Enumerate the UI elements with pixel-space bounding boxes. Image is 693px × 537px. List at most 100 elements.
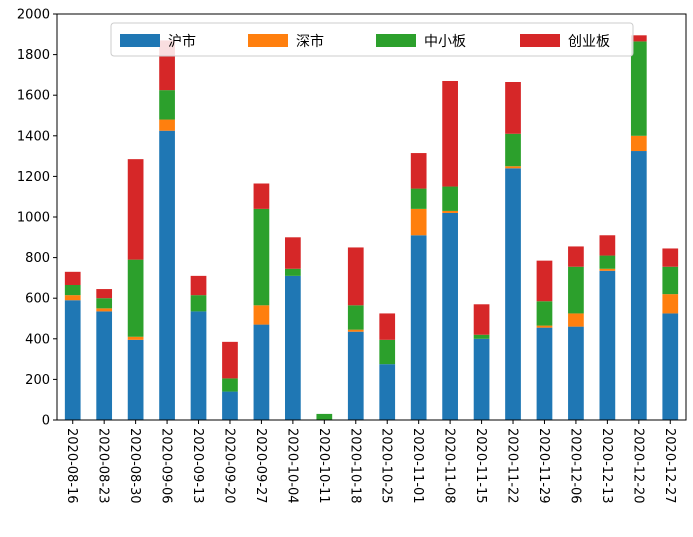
bar-2020-12-13-series-2	[599, 255, 616, 269]
bar-2020-09-06-series-1	[159, 119, 175, 131]
bar-2020-12-06-series-0	[568, 326, 584, 420]
legend: 沪市 深市 中小板 创业板	[110, 22, 634, 57]
bar-2020-12-06-series-3	[568, 246, 584, 267]
bar-2020-10-04-series-3	[285, 237, 301, 269]
bar-2020-11-29-series-1	[536, 325, 553, 328]
x-tick-label: 2020-09-13	[190, 428, 205, 504]
bar-2020-11-08-series-1	[442, 210, 458, 213]
legend-swatch-series-3	[520, 34, 560, 47]
bar-2020-11-29-series-3	[536, 260, 553, 302]
bars-group	[64, 35, 679, 420]
legend-label-series-1: 深市	[296, 33, 324, 50]
bar-2020-08-23-series-3	[96, 289, 113, 299]
bar-2020-10-18-series-3	[347, 247, 364, 306]
bar-2020-09-27-series-2	[253, 208, 270, 306]
bar-2020-12-13-series-3	[599, 235, 616, 256]
bar-2020-08-30-series-2	[127, 259, 144, 337]
bar-2020-11-15-series-2	[473, 334, 490, 339]
bar-2020-10-18-series-1	[347, 329, 364, 332]
bar-2020-09-27-series-3	[253, 183, 270, 209]
x-tick-label: 2020-10-04	[284, 428, 299, 504]
bar-2020-11-29-series-2	[536, 301, 553, 326]
bar-2020-10-25-series-3	[379, 313, 396, 340]
y-tick-label: 1800	[17, 48, 50, 63]
bar-2020-08-30-series-3	[127, 159, 144, 260]
bar-2020-11-29-series-0	[536, 327, 553, 420]
bar-2020-08-16-series-0	[64, 300, 81, 420]
x-tick-label: 2020-11-01	[410, 428, 425, 504]
bar-2020-12-13-series-0	[599, 270, 616, 420]
bar-2020-09-13-series-2	[190, 295, 207, 312]
bar-2020-12-27-series-2	[662, 266, 679, 295]
bar-2020-10-25-series-0	[379, 364, 396, 420]
bar-2020-11-22-series-2	[505, 133, 521, 167]
bar-2020-11-01-series-1	[410, 208, 427, 236]
bar-2020-11-08-series-3	[442, 80, 458, 187]
y-tick-label: 800	[25, 251, 50, 266]
bar-2020-08-30-series-1	[127, 336, 144, 340]
y-tick-label: 1400	[17, 129, 50, 144]
y-tick-label: 1000	[17, 211, 50, 226]
y-tick-label: 0	[42, 414, 50, 429]
y-tick-label: 400	[25, 332, 50, 347]
bar-2020-10-25-series-2	[379, 339, 396, 365]
bar-2020-12-06-series-2	[568, 266, 584, 314]
bar-2020-09-06-series-0	[159, 130, 175, 420]
y-tick-label: 2000	[17, 8, 50, 23]
x-tick-label: 2020-10-11	[316, 428, 331, 504]
x-tick-label: 2020-12-13	[599, 428, 614, 504]
x-tick-label: 2020-09-06	[159, 428, 174, 504]
bar-2020-12-20-series-0	[630, 151, 647, 420]
y-axis: 0 200 400 600 800 1000 1200 1400 1600 1800 2000	[17, 8, 57, 429]
bar-2020-09-27-series-1	[253, 305, 270, 325]
x-tick-label: 2020-10-25	[379, 428, 394, 504]
bar-2020-09-27-series-0	[253, 324, 270, 420]
x-tick-label: 2020-09-20	[221, 428, 236, 504]
x-tick-label: 2020-12-27	[662, 428, 677, 504]
bar-2020-10-18-series-0	[347, 331, 364, 420]
bar-2020-11-22-series-3	[505, 82, 521, 134]
bar-2020-10-18-series-2	[347, 305, 364, 330]
plot-frame	[56, 13, 687, 421]
x-tick-label: 2020-11-29	[536, 428, 551, 504]
bar-2020-12-06-series-1	[568, 313, 584, 327]
bar-2020-12-20-series-1	[630, 135, 647, 152]
x-tick-label: 2020-12-06	[567, 428, 582, 504]
legend-label-series-3: 创业板	[568, 34, 610, 50]
bar-2020-08-16-series-1	[64, 295, 81, 301]
bar-2020-09-20-series-3	[222, 341, 238, 379]
x-axis: 2020-08-16 2020-08-23 2020-08-30 2020-09-06…	[64, 420, 677, 504]
bar-2020-12-20-series-3	[630, 35, 647, 42]
bar-2020-10-04-series-2	[285, 268, 301, 276]
bar-2020-11-22-series-0	[505, 168, 521, 420]
bar-2020-11-08-series-0	[442, 212, 458, 420]
bar-2020-08-23-series-1	[96, 308, 113, 312]
x-tick-label: 2020-09-27	[253, 428, 268, 504]
legend-box	[110, 22, 634, 57]
y-tick-label: 200	[25, 373, 50, 388]
x-tick-label: 2020-11-22	[505, 428, 520, 504]
x-tick-label: 2020-08-16	[64, 428, 79, 504]
bar-2020-08-23-series-0	[96, 311, 113, 420]
bar-2020-10-11-series-2	[316, 413, 333, 420]
x-tick-label: 2020-10-18	[347, 428, 362, 504]
bar-2020-11-01-series-0	[410, 235, 427, 420]
y-tick-label: 1200	[17, 170, 50, 185]
bar-2020-12-27-series-0	[662, 313, 679, 420]
bar-2020-09-20-series-2	[222, 378, 238, 392]
bar-2020-09-20-series-0	[222, 391, 238, 420]
y-tick-label: 600	[25, 292, 50, 307]
bar-2020-12-27-series-3	[662, 248, 679, 267]
bar-2020-12-13-series-1	[599, 268, 616, 271]
bar-2020-08-16-series-2	[64, 285, 81, 296]
bar-2020-08-30-series-0	[127, 339, 144, 420]
legend-swatch-series-0	[120, 34, 160, 47]
bar-2020-11-15-series-3	[473, 304, 490, 335]
bar-2020-11-15-series-0	[473, 338, 490, 420]
legend-swatch-series-1	[248, 34, 288, 47]
legend-label-series-2: 中小板	[424, 34, 466, 50]
x-tick-label: 2020-12-20	[630, 428, 645, 504]
bar-2020-12-20-series-2	[630, 41, 647, 136]
